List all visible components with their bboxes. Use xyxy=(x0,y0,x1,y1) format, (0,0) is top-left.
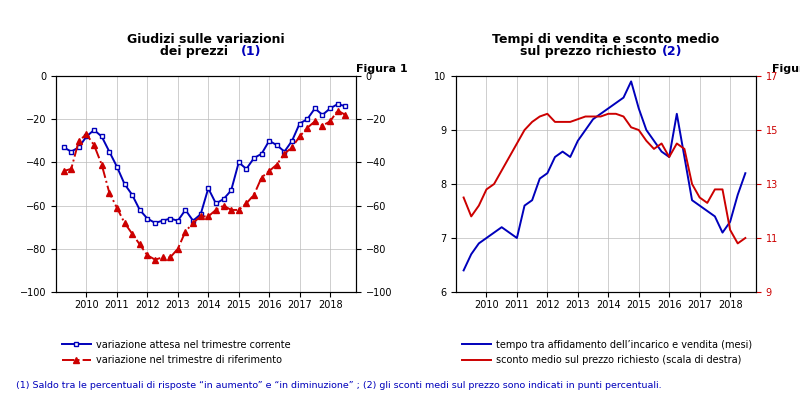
Text: Figura 1: Figura 1 xyxy=(356,64,408,74)
Legend: tempo tra affidamento dell’incarico e vendita (mesi), sconto medio sul prezzo ri: tempo tra affidamento dell’incarico e ve… xyxy=(458,336,756,369)
Text: Tempi di vendita e sconto medio: Tempi di vendita e sconto medio xyxy=(492,33,720,46)
Text: (2): (2) xyxy=(662,45,682,58)
Text: (1) Saldo tra le percentuali di risposte “in aumento” e “in diminuzione” ; (2) g: (1) Saldo tra le percentuali di risposte… xyxy=(16,381,662,390)
Text: (1): (1) xyxy=(242,45,262,58)
Text: dei prezzi: dei prezzi xyxy=(160,45,228,58)
Text: sul prezzo richiesto: sul prezzo richiesto xyxy=(520,45,657,58)
Text: Giudizi sulle variazioni: Giudizi sulle variazioni xyxy=(127,33,285,46)
Legend: variazione attesa nel trimestre corrente, variazione nel trimestre di riferiment: variazione attesa nel trimestre corrente… xyxy=(58,336,294,369)
Text: Figura 2: Figura 2 xyxy=(772,64,800,74)
